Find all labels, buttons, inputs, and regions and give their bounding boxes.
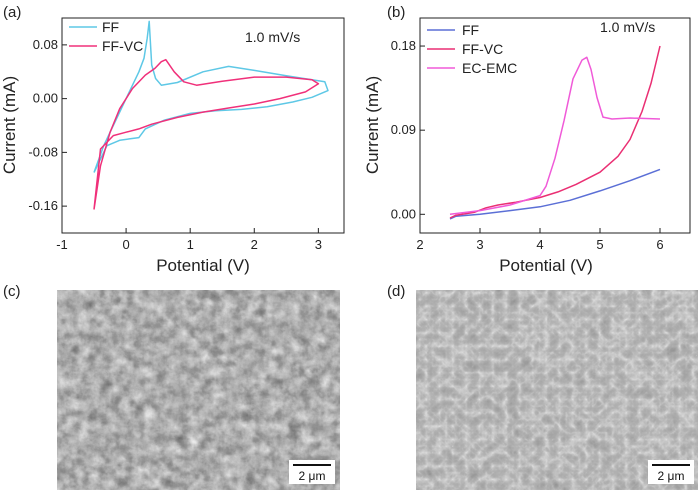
plot-frame-b [419,17,691,234]
axis-ticks-a: -1 0 1 2 3 -0.16 -0.08 0.00 0.08 [28,37,322,252]
sem-image-c [57,290,340,490]
legend-label-ffvc-b: FF-VC [462,41,503,57]
y-axis-label-b: Current (mA) [363,76,382,174]
legend-label-ff-b: FF [462,22,479,38]
scan-rate-annotation-b: 1.0 mV/s [600,19,655,35]
series-line-ff-vc-a [93,58,320,210]
series-line-ff-a [93,20,329,173]
series-line-ff-b [449,168,661,220]
y-tick-label-a-1: -0.08 [28,144,58,159]
panel-label-a: (a) [3,4,21,21]
sem-image-panel-d: (d) 2 μm [387,283,698,490]
panel-label-d: (d) [387,283,405,300]
y-axis-label-a: Current (mA) [0,76,19,174]
y-tick-label-a-2: 0.00 [33,91,58,106]
plot-frame-a [61,17,345,234]
legend-label-ecemc-b: EC-EMC [462,60,517,76]
panel-label-c: (c) [3,283,21,300]
scan-rate-annotation-a: 1.0 mV/s [245,29,300,45]
x-tick-label-b-0: 2 [416,237,423,252]
sem-image-panel-c: (c) 2 μm [3,283,340,490]
x-tick-label-b-4: 6 [656,237,663,252]
y-tick-label-a-0: -0.16 [28,198,58,213]
x-tick-label-b-3: 5 [596,237,603,252]
cv-chart-panel-a: (a) -1 0 1 2 3 -0.16 -0.08 0.00 0.08 1.0 mV/s FF… [0,4,345,275]
legend-b: FF FF-VC EC-EMC [427,22,517,76]
series-group-b [449,45,661,220]
series-group-a [93,20,329,210]
legend-label-ffvc-a: FF-VC [102,38,143,54]
panel-label-b: (b) [387,4,405,21]
x-axis-label-b: Potential (V) [499,256,593,275]
y-tick-label-b-0: 0.00 [391,206,416,221]
lsv-chart-panel-b: (b) 2 3 4 5 6 0.00 0.09 0.18 1.0 mV/s FF FF-VC … [363,4,691,275]
x-tick-label-a-0: -1 [56,237,68,252]
y-tick-label-a-3: 0.08 [33,37,58,52]
y-tick-label-b-2: 0.18 [391,38,416,53]
x-tick-label-a-1: 0 [122,237,129,252]
scale-bar-label-d: 2 μm [658,469,685,483]
axis-ticks-b: 2 3 4 5 6 0.00 0.09 0.18 [391,38,664,252]
x-tick-label-a-3: 2 [251,237,258,252]
x-tick-label-a-2: 1 [187,237,194,252]
series-line-ec-emc-b [449,56,661,216]
x-tick-label-a-4: 3 [315,237,322,252]
scale-bar-label-c: 2 μm [299,469,326,483]
y-tick-label-b-1: 0.09 [391,122,416,137]
x-axis-label-a: Potential (V) [156,256,250,275]
x-tick-label-b-1: 3 [476,237,483,252]
sem-image-d [416,290,698,490]
x-tick-label-b-2: 4 [536,237,543,252]
legend-a: FF FF-VC [69,19,143,54]
legend-label-ff-a: FF [102,19,119,35]
